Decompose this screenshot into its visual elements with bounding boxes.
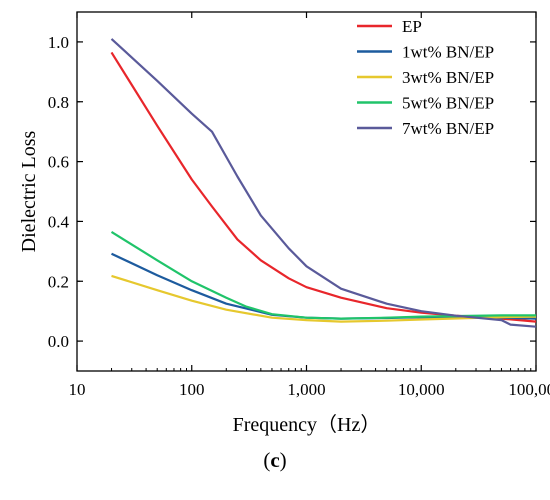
y-tick-label: 0.2 bbox=[48, 272, 69, 291]
legend-label-4: 5wt% BN/EP bbox=[402, 94, 494, 113]
x-tick-label: 1,000 bbox=[287, 380, 325, 399]
y-tick-label: 0.0 bbox=[48, 332, 69, 351]
panel-label: (c) bbox=[263, 448, 287, 472]
series-line-4 bbox=[110, 230, 536, 320]
series-line-3 bbox=[111, 274, 537, 323]
y-axis-label: Dielectric Loss bbox=[18, 130, 40, 252]
x-axis-ticks: 10 100 1,000 10,000 100,000 bbox=[69, 12, 550, 399]
x-tick-label: 100,000 bbox=[508, 380, 550, 399]
series-line-2 bbox=[111, 252, 537, 320]
series-line-5 bbox=[110, 38, 537, 328]
series-layer bbox=[110, 38, 537, 328]
legend-label-3: 3wt% BN/EP bbox=[402, 68, 494, 87]
dielectric-loss-chart: 0.0 0.2 0.4 0.6 0.8 1.0 10 100 1,000 10,000 100,0… bbox=[18, 11, 550, 436]
legend: EP 1wt% BN/EP 3wt% BN/EP 5wt% BN/EP 7wt% BN/… bbox=[357, 17, 494, 138]
x-tick-label: 10 bbox=[69, 380, 86, 399]
y-axis-ticks: 0.0 0.2 0.4 0.6 0.8 1.0 bbox=[48, 33, 536, 351]
y-tick-label: 0.6 bbox=[48, 153, 69, 172]
x-tick-label: 100 bbox=[179, 380, 205, 399]
y-tick-label: 1.0 bbox=[48, 33, 69, 52]
legend-label-1: EP bbox=[402, 17, 422, 36]
legend-label-5: 7wt% BN/EP bbox=[402, 119, 494, 138]
panel-letter: c bbox=[270, 448, 280, 472]
x-axis-label: Frequency（Hz） bbox=[233, 413, 381, 436]
y-tick-label: 0.8 bbox=[48, 93, 69, 112]
y-tick-label: 0.4 bbox=[48, 212, 70, 231]
x-tick-label: 10,000 bbox=[398, 380, 445, 399]
legend-label-2: 1wt% BN/EP bbox=[402, 43, 494, 62]
